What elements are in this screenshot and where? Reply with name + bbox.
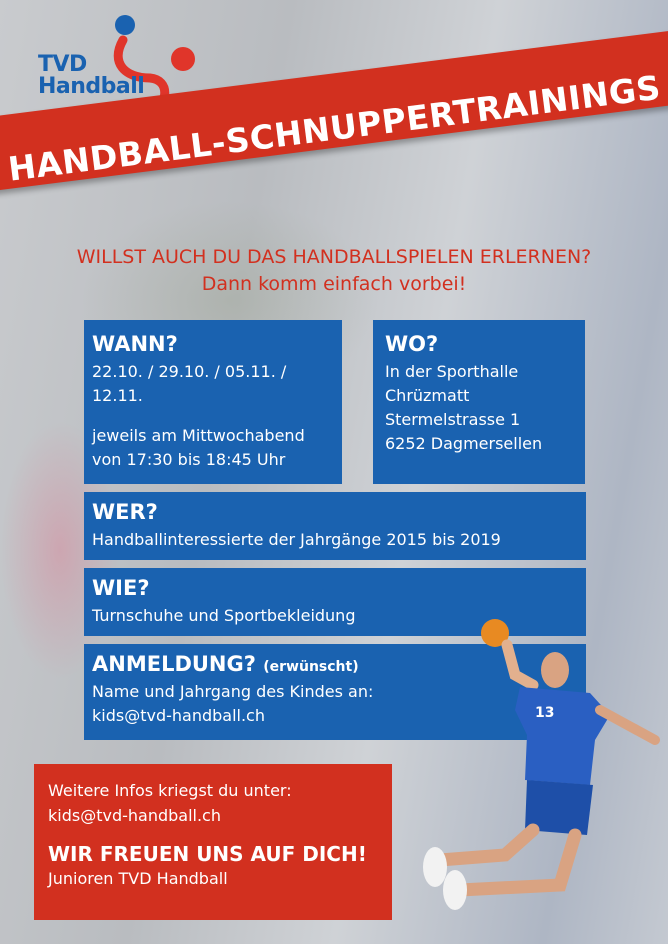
anmeldung-email: kids@tvd-handball.ch (92, 706, 265, 725)
jersey-number: 13 (535, 705, 554, 721)
wie-title: WIE? (92, 576, 150, 600)
headline-question: WILLST AUCH DU DAS HANDBALLSPIELEN ERLER… (76, 246, 592, 268)
wo-line: Stermelstrasse 1 (385, 410, 521, 429)
wer-title: WER? (92, 500, 158, 524)
wie-text: Turnschuhe und Sportbekleidung (92, 606, 356, 625)
wo-line: In der Sporthalle (385, 362, 519, 381)
slogan: WIR FREUEN UNS AUF DICH! (48, 842, 367, 866)
anmeldung-line1: Name und Jahrgang des Kindes an: (92, 682, 374, 701)
wann-dates: 22.10. / 29.10. / 05.11. / 12.11. (92, 362, 287, 405)
wo-title: WO? (385, 332, 439, 356)
info-email: kids@tvd-handball.ch (48, 806, 221, 825)
wo-box: WO? In der Sporthalle Chrüzmatt Stermels… (373, 320, 585, 484)
info-box: Weitere Infos kriegst du unter: kids@tvd… (34, 764, 392, 920)
logo-text: TVD Handball (38, 52, 145, 99)
wann-box: WANN? 22.10. / 29.10. / 05.11. / 12.11. … (84, 320, 342, 484)
info-text: Weitere Infos kriegst du unter: (48, 781, 292, 800)
wer-box: WER? Handballinteressierte der Jahrgänge… (84, 492, 586, 560)
wann-line2: von 17:30 bis 18:45 Uhr (92, 450, 286, 469)
wann-line1: jeweils am Mittwochabend (92, 426, 305, 445)
anmeldung-title: ANMELDUNG? (92, 652, 256, 676)
headline-sub: Dann komm einfach vorbei! (201, 273, 467, 295)
wer-text: Handballinteressierte der Jahrgänge 2015… (92, 530, 501, 549)
handball-player-image: 13 (423, 619, 660, 910)
wann-title: WANN? (92, 332, 178, 356)
anmeldung-note: (erwünscht) (263, 659, 359, 675)
wo-line: 6252 Dagmersellen (385, 434, 543, 453)
wo-line: Chrüzmatt (385, 386, 470, 405)
anmeldung-box: ANMELDUNG? (erwünscht) Name und Jahrgang… (84, 644, 586, 740)
signature: Junioren TVD Handball (48, 869, 228, 888)
logo-line1: TVD (38, 52, 87, 77)
logo-line2: Handball (38, 74, 145, 99)
